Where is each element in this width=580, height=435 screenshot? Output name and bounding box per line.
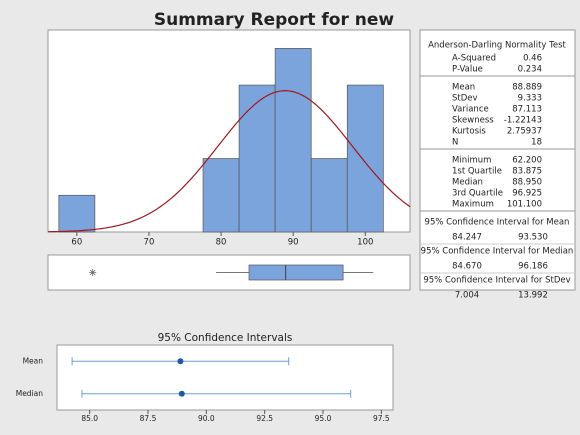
stat-label: Maximum bbox=[452, 200, 494, 210]
stat-value: 83.875 bbox=[512, 167, 542, 177]
section-header: Anderson-Darling Normality Test bbox=[428, 41, 566, 51]
histogram-bar bbox=[202, 158, 240, 233]
histogram-bar bbox=[58, 194, 96, 233]
stat-value: 88.950 bbox=[512, 178, 542, 188]
interval-panel bbox=[56, 344, 394, 411]
stat-value: 88.889 bbox=[512, 83, 542, 93]
estimate-point bbox=[178, 390, 185, 397]
stat-label: 1st Quartile bbox=[452, 167, 502, 177]
interval-title: 95% Confidence Intervals bbox=[158, 332, 293, 344]
interval-value: 84.670 bbox=[452, 262, 482, 272]
stats-panel bbox=[419, 29, 576, 291]
histogram-bar bbox=[238, 84, 276, 233]
y-tick-label: Median bbox=[16, 389, 44, 398]
x-tick-label: 92.5 bbox=[256, 414, 273, 423]
x-tick-label: 90.0 bbox=[198, 414, 215, 423]
stat-label: A-Squared bbox=[452, 54, 496, 64]
stat-value: 0.46 bbox=[523, 54, 542, 64]
x-tick-label: 90 bbox=[288, 238, 299, 248]
stat-label: Median bbox=[452, 178, 483, 188]
stat-label: Skewness bbox=[452, 116, 494, 126]
stat-value: 2.75937 bbox=[507, 127, 542, 137]
interval-header: 95% Confidence Interval for Mean bbox=[425, 218, 570, 228]
report-title: Summary Report for new bbox=[154, 10, 395, 30]
histogram-bar bbox=[274, 48, 312, 233]
stat-label: Minimum bbox=[452, 156, 491, 166]
interval-value: 96.186 bbox=[518, 262, 548, 272]
interval-header: 95% Confidence Interval for Median bbox=[421, 247, 574, 257]
fit-curve bbox=[47, 90, 411, 233]
histogram-bar bbox=[310, 158, 348, 233]
stat-value: 101.100 bbox=[507, 200, 542, 210]
interval-value: 93.530 bbox=[518, 233, 548, 243]
x-tick-label: 70 bbox=[144, 238, 155, 248]
stat-value: -1.22143 bbox=[504, 116, 542, 126]
stat-value: 18 bbox=[531, 138, 542, 148]
stat-value: 96.925 bbox=[512, 189, 542, 199]
stat-value: 62.200 bbox=[512, 156, 542, 166]
stat-label: P-Value bbox=[452, 65, 483, 75]
histogram-bar bbox=[346, 84, 384, 233]
interval-header: 95% Confidence Interval for StDev bbox=[423, 276, 570, 286]
stat-label: Kurtosis bbox=[452, 127, 486, 137]
interval-bar bbox=[81, 389, 352, 398]
interval-value: 7.004 bbox=[455, 291, 479, 301]
interval-value: 13.992 bbox=[518, 291, 548, 301]
y-tick-label: Mean bbox=[23, 356, 44, 365]
x-tick-label: 97.5 bbox=[373, 414, 390, 423]
stat-label: Mean bbox=[452, 83, 475, 93]
stat-label: StDev bbox=[452, 94, 478, 104]
estimate-point bbox=[177, 358, 184, 365]
x-tick-label: 85.0 bbox=[81, 414, 98, 423]
x-tick-label: 87.5 bbox=[140, 414, 157, 423]
stat-label: 3rd Quartile bbox=[452, 189, 503, 199]
x-tick-label: 80 bbox=[216, 238, 227, 248]
stat-value: 9.333 bbox=[518, 94, 542, 104]
x-tick-label: 100 bbox=[357, 238, 373, 248]
interval-value: 84.247 bbox=[452, 233, 482, 243]
stat-value: 87.113 bbox=[512, 105, 542, 115]
box bbox=[248, 264, 344, 281]
stat-value: 0.234 bbox=[518, 65, 542, 75]
x-tick-label: 95.0 bbox=[315, 414, 332, 423]
stat-label: Variance bbox=[452, 105, 489, 115]
outlier bbox=[89, 269, 97, 276]
x-tick-label: 60 bbox=[71, 238, 82, 248]
stat-label: N bbox=[452, 138, 458, 148]
